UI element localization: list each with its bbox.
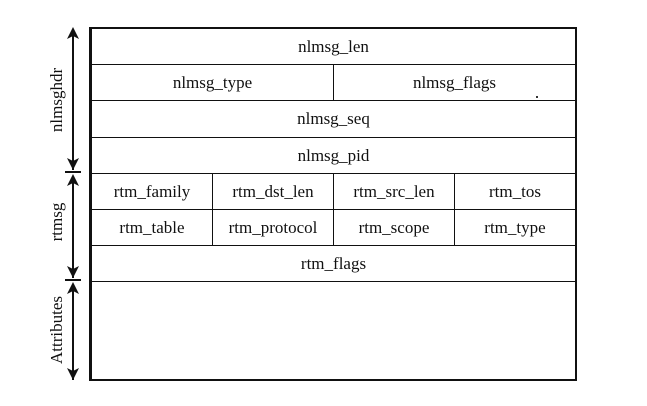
field-nlmsg-seq: nlmsg_seq (297, 109, 370, 128)
attributes-body (92, 282, 575, 379)
table-row-rtm-family: rtm_family rtm_dst_len rtm_src_len rtm_t… (92, 174, 575, 210)
table-row-rtm-table: rtm_table rtm_protocol rtm_scope rtm_typ… (92, 210, 575, 246)
field-rtm-dst-len: rtm_dst_len (213, 174, 334, 209)
rtmsg-arrow-down-icon (67, 266, 79, 278)
attributes-arrow-line (72, 284, 74, 380)
field-rtm-protocol: rtm_protocol (213, 210, 334, 245)
rtmsg-label: rtmsg (47, 202, 66, 242)
attributes-arrow-down-icon (67, 368, 79, 380)
table-row-nlmsg-len: nlmsg_len (92, 29, 575, 65)
nlmsghdr-arrow-line (72, 30, 74, 170)
rtmsg-arrow-line (72, 176, 74, 278)
attributes-label: Attributes (47, 296, 66, 364)
nlmsghdr-arrow-down-icon (67, 158, 79, 170)
field-rtm-tos: rtm_tos (489, 181, 541, 201)
field-rtm-flags: rtm_flags (300, 253, 367, 273)
field-nlmsg-pid: nlmsg_pid (297, 145, 370, 165)
field-nlmsg-type: nlmsg_type (92, 65, 334, 100)
field-rtm-family: rtm_family (92, 174, 213, 209)
message-layout-table: nlmsg_len nlmsg_type nlmsg_flags nlmsg_s… (89, 27, 577, 381)
table-row-nlmsg-seq: nlmsg_seq (92, 101, 575, 138)
stray-dot (536, 96, 538, 98)
nlmsghdr-label: nlmsghdr (47, 67, 66, 133)
table-row-nlmsg-type-flags: nlmsg_type nlmsg_flags (92, 65, 575, 101)
field-nlmsg-len: nlmsg_len (298, 36, 369, 56)
field-rtm-table: rtm_table (92, 210, 213, 245)
nlmsghdr-rtmsg-divider-tick (65, 171, 81, 173)
attributes-area (92, 282, 575, 379)
field-nlmsg-flags: nlmsg_flags (412, 72, 497, 92)
rtmsg-attributes-divider-tick (65, 279, 81, 281)
field-rtm-scope: rtm_scope (334, 210, 455, 245)
field-rtm-src-len: rtm_src_len (334, 174, 455, 209)
table-row-rtm-flags: rtm_flags (92, 246, 575, 282)
table-row-nlmsg-pid: nlmsg_pid (92, 138, 575, 174)
field-rtm-type: rtm_type (484, 217, 546, 237)
